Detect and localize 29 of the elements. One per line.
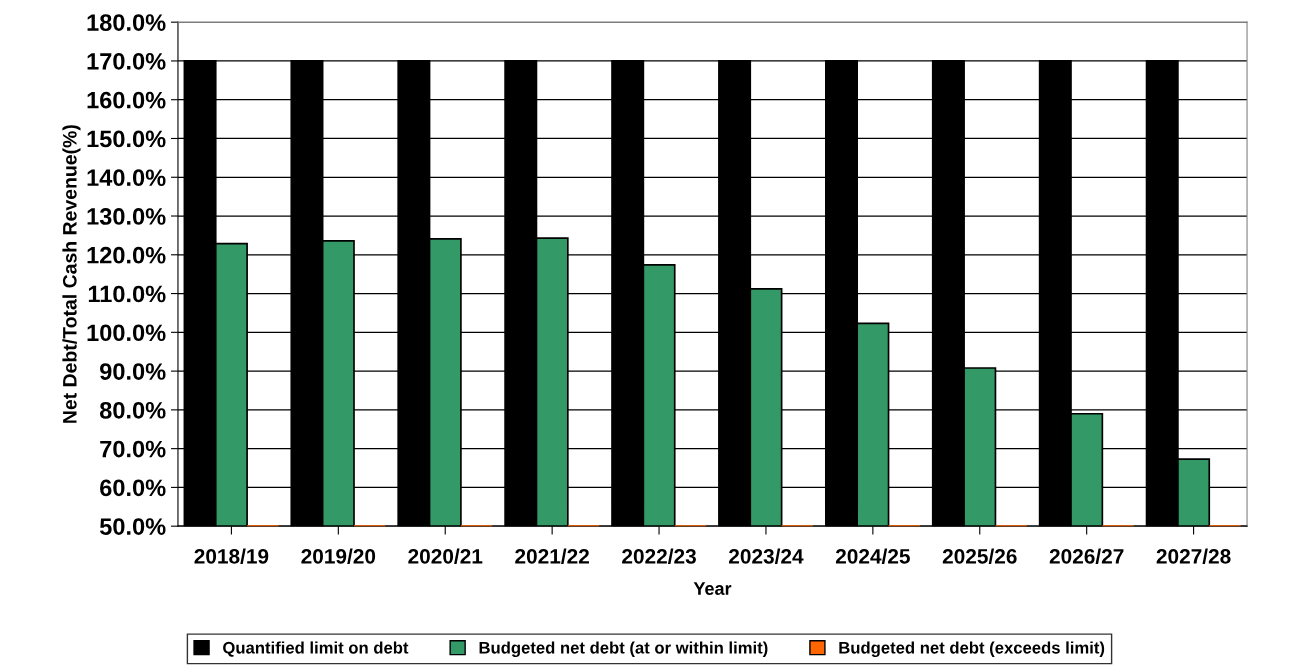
legend-label: Quantified limit on debt (223, 641, 409, 657)
x-tick-label: 2027/28 (1156, 548, 1231, 564)
y-tick-label: 90.0% (100, 363, 166, 380)
y-tick-label: 160.0% (87, 91, 166, 109)
y-tick-label: 170.0% (87, 53, 166, 70)
x-tick-label: 2025/26 (942, 548, 1017, 564)
legend-label: Budgeted net debt (exceeds limit) (839, 641, 1105, 657)
y-tick-label: 50.0% (99, 518, 166, 535)
x-tick-label: 2022/23 (622, 548, 696, 564)
x-tick-label: 2021/22 (515, 548, 589, 564)
y-tick-label: 100.0% (87, 324, 166, 342)
x-tick-label: 2026/27 (1049, 548, 1124, 564)
y-tick-label: 120.0% (87, 246, 166, 264)
y-tick-label: 80.0% (99, 401, 166, 419)
y-tick-label: 180.0% (87, 14, 166, 31)
y-axis-title: Net Debt/Total Cash Revenue(%) (62, 125, 81, 423)
x-tick-label: 2018/19 (194, 548, 269, 564)
legend-label: Budgeted net debt (at or within limit) (479, 641, 768, 657)
x-tick-label: 2024/25 (835, 548, 910, 564)
y-tick-label: 60.0% (100, 479, 166, 497)
x-tick-label: 2020/21 (408, 548, 483, 564)
y-tick-label: 130.0% (87, 208, 166, 225)
y-tick-label: 110.0% (88, 285, 166, 303)
y-tick-label: 140.0% (87, 169, 166, 187)
x-axis-title: Year (693, 582, 732, 595)
x-tick-label: 2019/20 (301, 548, 376, 564)
y-tick-label: 150.0% (87, 130, 166, 148)
x-tick-label: 2023/24 (729, 548, 804, 564)
y-tick-label: 70.0% (100, 440, 166, 458)
